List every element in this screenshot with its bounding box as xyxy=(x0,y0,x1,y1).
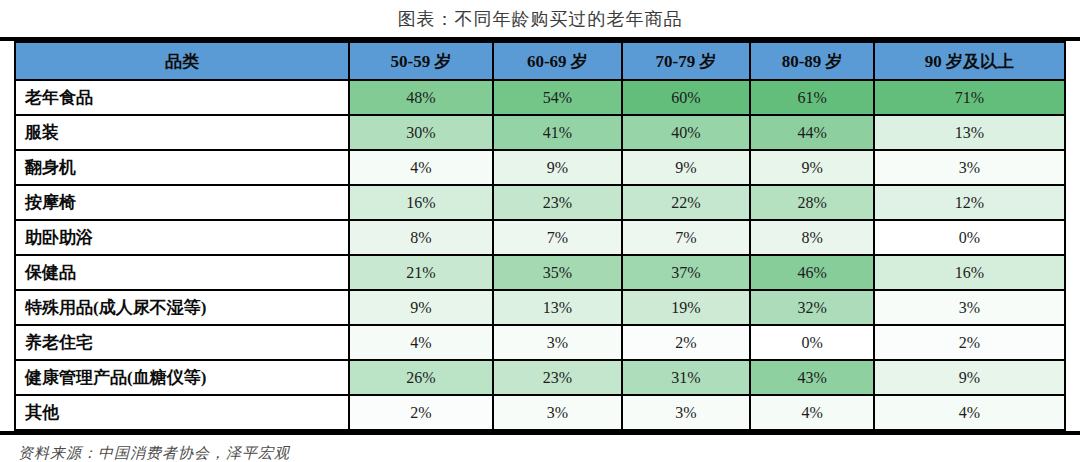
value-cell: 3% xyxy=(874,150,1065,185)
table-row: 健康管理产品(血糖仪等)26%23%31%43%9% xyxy=(15,360,1065,395)
category-cell: 翻身机 xyxy=(15,150,349,185)
value-cell: 54% xyxy=(493,80,622,115)
column-header-category: 品类 xyxy=(15,42,349,80)
value-cell: 7% xyxy=(622,220,751,255)
value-cell: 31% xyxy=(622,360,751,395)
value-cell: 0% xyxy=(874,220,1065,255)
table-row: 其他2%3%3%4%4% xyxy=(15,395,1065,430)
value-cell: 23% xyxy=(493,185,622,220)
value-cell: 16% xyxy=(349,185,493,220)
value-cell: 2% xyxy=(349,395,493,430)
table-row: 助卧助浴8%7%7%8%0% xyxy=(15,220,1065,255)
value-cell: 16% xyxy=(874,255,1065,290)
value-cell: 60% xyxy=(622,80,751,115)
value-cell: 30% xyxy=(349,115,493,150)
value-cell: 22% xyxy=(622,185,751,220)
value-cell: 4% xyxy=(349,150,493,185)
table-row: 特殊用品(成人尿不湿等)9%13%19%32%3% xyxy=(15,290,1065,325)
column-header-age: 90 岁及以上 xyxy=(874,42,1065,80)
value-cell: 43% xyxy=(750,360,874,395)
value-cell: 13% xyxy=(874,115,1065,150)
value-cell: 71% xyxy=(874,80,1065,115)
value-cell: 3% xyxy=(874,290,1065,325)
table-row: 服装30%41%40%44%13% xyxy=(15,115,1065,150)
value-cell: 0% xyxy=(750,325,874,360)
value-cell: 9% xyxy=(874,360,1065,395)
value-cell: 37% xyxy=(622,255,751,290)
value-cell: 41% xyxy=(493,115,622,150)
source-note: 资料来源：中国消费者协会，泽平宏观 xyxy=(18,444,1080,462)
table-row: 保健品21%35%37%46%16% xyxy=(15,255,1065,290)
value-cell: 21% xyxy=(349,255,493,290)
value-cell: 9% xyxy=(493,150,622,185)
value-cell: 61% xyxy=(750,80,874,115)
value-cell: 8% xyxy=(349,220,493,255)
table-body: 老年食品48%54%60%61%71%服装30%41%40%44%13%翻身机4… xyxy=(15,80,1065,430)
table-row: 老年食品48%54%60%61%71% xyxy=(15,80,1065,115)
value-cell: 9% xyxy=(349,290,493,325)
age-products-table: 品类50-59 岁60-69 岁70-79 岁80-89 岁90 岁及以上 老年… xyxy=(14,41,1066,431)
column-header-age: 60-69 岁 xyxy=(493,42,622,80)
column-header-age: 50-59 岁 xyxy=(349,42,493,80)
category-cell: 特殊用品(成人尿不湿等) xyxy=(15,290,349,325)
value-cell: 8% xyxy=(750,220,874,255)
column-header-age: 80-89 岁 xyxy=(750,42,874,80)
value-cell: 28% xyxy=(750,185,874,220)
value-cell: 23% xyxy=(493,360,622,395)
category-cell: 养老住宅 xyxy=(15,325,349,360)
value-cell: 3% xyxy=(493,325,622,360)
value-cell: 44% xyxy=(750,115,874,150)
header-row: 品类50-59 岁60-69 岁70-79 岁80-89 岁90 岁及以上 xyxy=(15,42,1065,80)
value-cell: 9% xyxy=(750,150,874,185)
column-header-age: 70-79 岁 xyxy=(622,42,751,80)
value-cell: 26% xyxy=(349,360,493,395)
value-cell: 2% xyxy=(622,325,751,360)
table-row: 翻身机4%9%9%9%3% xyxy=(15,150,1065,185)
category-cell: 其他 xyxy=(15,395,349,430)
value-cell: 46% xyxy=(750,255,874,290)
page-title: 图表：不同年龄购买过的老年商品 xyxy=(0,0,1080,37)
value-cell: 4% xyxy=(750,395,874,430)
value-cell: 19% xyxy=(622,290,751,325)
category-cell: 按摩椅 xyxy=(15,185,349,220)
category-cell: 健康管理产品(血糖仪等) xyxy=(15,360,349,395)
table-row: 按摩椅16%23%22%28%12% xyxy=(15,185,1065,220)
category-cell: 助卧助浴 xyxy=(15,220,349,255)
value-cell: 12% xyxy=(874,185,1065,220)
value-cell: 40% xyxy=(622,115,751,150)
bottom-rule xyxy=(0,431,1080,435)
value-cell: 4% xyxy=(349,325,493,360)
value-cell: 4% xyxy=(874,395,1065,430)
value-cell: 3% xyxy=(493,395,622,430)
value-cell: 9% xyxy=(622,150,751,185)
value-cell: 35% xyxy=(493,255,622,290)
value-cell: 32% xyxy=(750,290,874,325)
value-cell: 3% xyxy=(622,395,751,430)
value-cell: 48% xyxy=(349,80,493,115)
category-cell: 老年食品 xyxy=(15,80,349,115)
category-cell: 服装 xyxy=(15,115,349,150)
category-cell: 保健品 xyxy=(15,255,349,290)
table-row: 养老住宅4%3%2%0%2% xyxy=(15,325,1065,360)
value-cell: 7% xyxy=(493,220,622,255)
value-cell: 13% xyxy=(493,290,622,325)
value-cell: 2% xyxy=(874,325,1065,360)
